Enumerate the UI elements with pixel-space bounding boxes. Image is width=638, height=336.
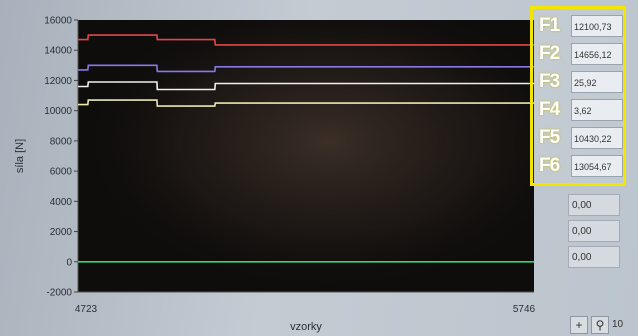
- y-tick-label: 16000: [44, 16, 72, 27]
- y-tick-label: 8000: [50, 136, 73, 147]
- series-line-1: [78, 34, 534, 46]
- y-tick-label: 2000: [50, 227, 73, 238]
- x-axis-title: vzorky: [290, 321, 322, 333]
- indicator-row-f1: F1 12100,73: [539, 13, 623, 39]
- series-group: [78, 34, 534, 263]
- y-tick-label: 14000: [44, 46, 72, 57]
- y-tick-label: -2000: [46, 288, 72, 299]
- indicator-value-f6[interactable]: 13054,67: [571, 155, 623, 177]
- series-line-3: [78, 81, 534, 91]
- indicator-row-f4: F4 3,62: [539, 97, 623, 123]
- x-tick-group: 4723 5746: [75, 304, 536, 315]
- indicator-row-f5: F5 10430,22: [539, 125, 623, 151]
- extra-value-field[interactable]: 0,00: [568, 194, 620, 216]
- indicator-label: F6: [539, 155, 560, 176]
- y-tick-label: 6000: [50, 167, 73, 178]
- crosshair-tool-button[interactable]: +: [570, 316, 588, 334]
- x-tick-label: 5746: [513, 304, 536, 315]
- indicator-label: F1: [539, 15, 560, 36]
- chart-svg: 16000 14000 12000 10000 8000 6000 4000 2000 0 -20…: [14, 16, 536, 334]
- extra-value-field[interactable]: 0,00: [568, 220, 620, 242]
- indicator-label: F2: [539, 43, 560, 64]
- y-tick-label: 10000: [44, 106, 72, 117]
- force-indicator-highlight: F1 12100,73 F2 14656,12 F3 25,92 F4 3,62…: [530, 6, 626, 186]
- y-tick-label: 12000: [44, 76, 72, 87]
- indicator-row-f2: F2 14656,12: [539, 41, 623, 67]
- indicator-value-f5[interactable]: 10430,22: [571, 127, 623, 149]
- x-tick-label: 4723: [75, 304, 98, 315]
- indicator-row-f3: F3 25,92: [539, 69, 623, 95]
- y-tick-group: 16000 14000 12000 10000 8000 6000 4000 2000 0 -20…: [44, 16, 78, 299]
- crosshair-icon: +: [575, 318, 583, 332]
- y-axis-title: síla [N]: [14, 139, 26, 173]
- screen-reflection: [78, 20, 534, 292]
- series-line-4: [78, 99, 534, 107]
- y-tick-label: 0: [66, 257, 72, 268]
- toolbar-partial-text: 10: [612, 319, 624, 330]
- zoom-tool-button[interactable]: ⚲: [591, 316, 609, 334]
- indicator-label: F3: [539, 71, 560, 92]
- indicator-value-f3[interactable]: 25,92: [571, 71, 623, 93]
- series-line-2: [78, 64, 534, 73]
- indicator-label: F4: [539, 99, 560, 120]
- zoom-icon: ⚲: [595, 318, 605, 332]
- extra-value-field[interactable]: 0,00: [568, 246, 620, 268]
- indicator-value-f2[interactable]: 14656,12: [571, 43, 623, 65]
- y-tick-label: 4000: [50, 197, 73, 208]
- indicator-value-f4[interactable]: 3,62: [571, 99, 623, 121]
- indicator-label: F5: [539, 127, 560, 148]
- indicator-row-f6: F6 13054,67: [539, 153, 623, 179]
- indicator-value-f1[interactable]: 12100,73: [571, 15, 623, 37]
- graph-palette: + ⚲ 10: [570, 316, 623, 334]
- waveform-graph[interactable]: 16000 14000 12000 10000 8000 6000 4000 2000 0 -20…: [0, 0, 540, 336]
